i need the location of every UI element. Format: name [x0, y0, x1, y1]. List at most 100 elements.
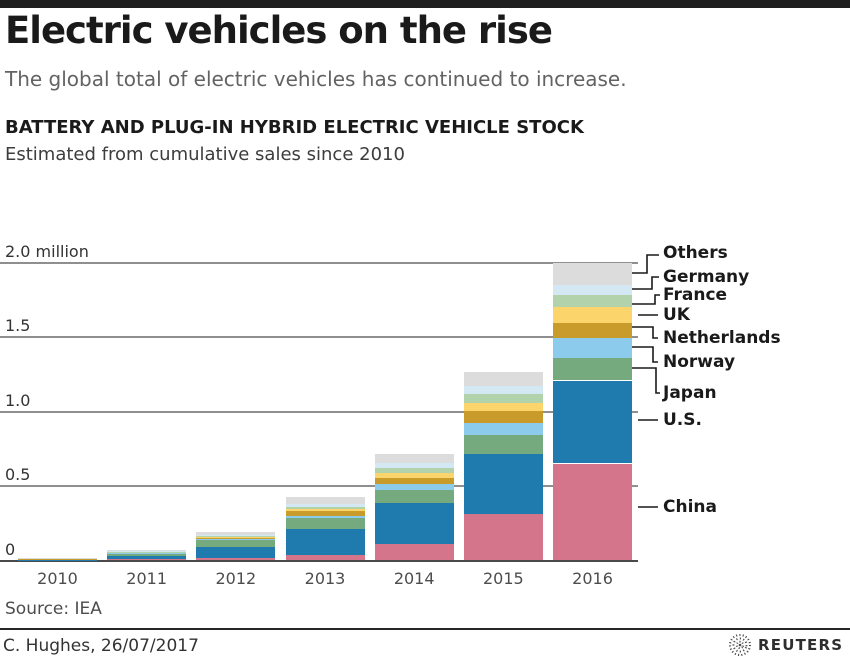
bar-segment-norway-2013	[285, 515, 365, 519]
page-subtitle: The global total of electric vehicles ha…	[5, 67, 627, 91]
y-axis-tick-label: 2.0 million	[5, 241, 89, 261]
bar-segment-us-2014	[374, 502, 454, 544]
bar-segment-others-2014	[374, 453, 454, 464]
chart-subheading: Estimated from cumulative sales since 20…	[5, 144, 405, 165]
bar-segment-uk-2012	[196, 537, 276, 538]
bar-segment-china-2014	[374, 543, 454, 561]
legend-label-germany: Germany	[663, 267, 750, 287]
bar-segment-japan-2015	[463, 435, 543, 454]
bar-segment-uk-2015	[463, 403, 543, 412]
bar-segment-uk-2014	[374, 472, 454, 478]
bar-segment-us-2011	[107, 555, 187, 560]
bar-segment-us-2015	[463, 453, 543, 514]
legend-label-others: Others	[663, 243, 728, 263]
bar-segment-germany-2010	[18, 558, 97, 559]
bar-segment-netherlands-2013	[285, 511, 365, 516]
bar-segment-japan-2014	[374, 489, 454, 503]
legend-label-uk: UK	[663, 305, 690, 325]
y-axis-tick-label: 1.0	[5, 390, 31, 410]
bar-segment-netherlands-2015	[463, 411, 543, 424]
bar-segment-others-2010	[18, 557, 97, 559]
bar-segment-germany-2012	[196, 535, 276, 537]
legend-label-japan: Japan	[663, 383, 717, 403]
source-note: Source: IEA	[5, 599, 102, 619]
x-axis-year-label: 2012	[215, 569, 257, 588]
bar-segment-others-2013	[285, 496, 365, 504]
bar-segment-france-2016	[553, 295, 633, 308]
bar-segment-netherlands-2011	[107, 552, 187, 553]
bar-segment-china-2013	[285, 555, 365, 561]
bar-segment-china-2012	[196, 557, 276, 561]
bar-segment-us-2010	[18, 559, 97, 561]
gridline-0.5	[0, 485, 638, 487]
bar-segment-netherlands-2012	[196, 538, 276, 539]
x-axis-year-label: 2015	[482, 569, 524, 588]
bar-segment-others-2011	[107, 549, 187, 552]
legend-connector-norway	[632, 346, 658, 363]
legend-connector-germany	[632, 276, 659, 290]
legend-connector-japan	[632, 367, 660, 394]
bar-segment-norway-2012	[196, 538, 276, 541]
bar-segment-us-2013	[285, 528, 365, 556]
bar-segment-germany-2014	[374, 463, 454, 468]
bar-segment-germany-2011	[107, 551, 187, 552]
legend-label-france: France	[663, 285, 728, 305]
x-axis-year-label: 2010	[37, 569, 78, 588]
legend-connector-others	[632, 254, 659, 274]
bar-segment-uk-2013	[285, 508, 365, 512]
bar-segment-japan-2011	[107, 553, 187, 556]
bar-segment-france-2013	[285, 506, 365, 509]
bar-segment-france-2012	[196, 536, 276, 538]
bar-segment-us-2016	[553, 380, 633, 464]
bar-segment-germany-2015	[463, 386, 543, 395]
bar-segment-france-2011	[107, 551, 187, 553]
bar-segment-china-2011	[107, 559, 187, 561]
bar-segment-norway-2015	[463, 423, 543, 436]
bar-segment-japan-2010	[18, 558, 97, 560]
page-title: Electric vehicles on the rise	[5, 9, 553, 52]
gridline-1.0	[0, 410, 638, 413]
bar-segment-france-2014	[374, 467, 454, 473]
y-axis-tick-label: 0	[5, 539, 16, 559]
bar-segment-japan-2012	[196, 540, 276, 547]
bar-segment-norway-2016	[553, 337, 633, 358]
bar-segment-others-2016	[553, 262, 633, 286]
bar-segment-uk-2016	[553, 307, 633, 323]
bar-segment-uk-2011	[107, 552, 187, 553]
bar-segment-germany-2013	[285, 503, 365, 507]
y-axis-tick-label: 0.5	[5, 465, 31, 484]
bar-segment-china-2010	[18, 560, 97, 561]
top-black-bar	[0, 0, 850, 8]
byline-credit: C. Hughes, 26/07/2017	[3, 636, 199, 656]
gridline-1.5	[0, 336, 638, 338]
legend-label-us: U.S.	[663, 410, 702, 430]
bar-segment-china-2016	[553, 463, 633, 561]
x-axis-year-label: 2013	[304, 569, 346, 588]
bar-segment-germany-2016	[553, 285, 633, 296]
legend-label-norway: Norway	[663, 352, 736, 372]
legend-label-china: China	[663, 497, 717, 517]
bar-segment-france-2015	[463, 394, 543, 404]
legend-label-netherlands: Netherlands	[663, 328, 781, 348]
x-axis-year-label: 2014	[393, 569, 435, 588]
x-axis-year-label: 2016	[572, 569, 613, 588]
bar-segment-netherlands-2016	[553, 322, 633, 338]
y-axis-tick-label: 1.5	[5, 316, 31, 335]
gridline-2.0-million	[0, 261, 638, 264]
gridline-0	[0, 559, 638, 562]
bar-segment-netherlands-2014	[374, 477, 454, 484]
x-axis-year-label: 2011	[126, 569, 168, 588]
bar-segment-norway-2014	[374, 483, 454, 490]
reuters-orbital-dots-icon	[728, 633, 752, 657]
footer-divider	[0, 628, 850, 630]
bar-segment-others-2015	[463, 372, 543, 387]
reuters-wordmark: REUTERS	[758, 636, 844, 654]
chart-heading: BATTERY AND PLUG-IN HYBRID ELECTRIC VEHI…	[5, 117, 584, 138]
bar-segment-japan-2013	[285, 518, 365, 529]
bar-segment-others-2012	[196, 532, 276, 536]
bar-segment-china-2015	[463, 513, 543, 561]
bar-segment-us-2012	[196, 546, 276, 558]
reuters-brand: REUTERS	[728, 633, 843, 657]
legend-connector-france	[632, 294, 660, 305]
